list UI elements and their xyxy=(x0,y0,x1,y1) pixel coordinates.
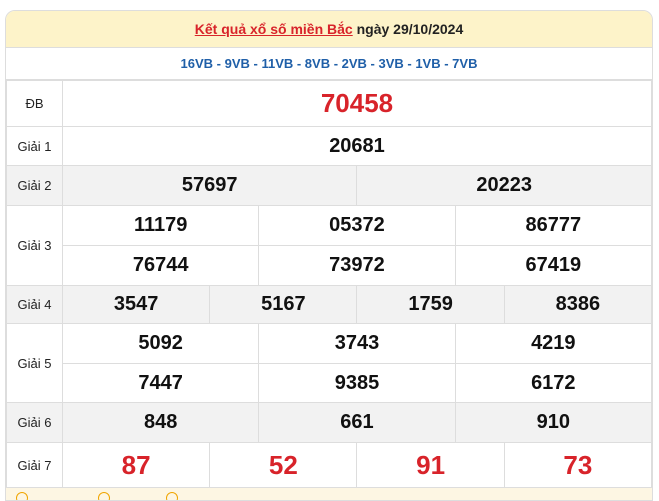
prize-number: 76744 xyxy=(61,245,260,286)
results-table: ĐB 70458 Giải 1 20681 Giải 2 57697 20223… xyxy=(6,80,652,488)
results-title-link[interactable]: Kết quả xổ số miền Bắc xyxy=(194,21,353,37)
radio-option-icon[interactable] xyxy=(16,492,28,500)
radio-option-icon[interactable] xyxy=(166,492,178,500)
row-g3: Giải 3 11179 05372 86777 xyxy=(6,205,652,286)
prize-number: 11179 xyxy=(61,205,260,246)
prize-number: 87 xyxy=(61,442,211,488)
prize-number: 52 xyxy=(209,442,358,488)
row-g4: Giải 4 3547 5167 1759 8386 xyxy=(6,285,652,324)
prize-number: 4219 xyxy=(454,323,652,364)
row-g3b: 76744 73972 67419 xyxy=(7,245,652,286)
results-box: Kết quả xổ số miền Bắc ngày 29/10/2024 1… xyxy=(5,10,653,501)
prize-number: 67419 xyxy=(454,245,652,286)
row-g7: Giải 7 87 52 91 73 xyxy=(6,442,652,488)
prize-number: 7447 xyxy=(61,363,260,403)
prize-label: Giải 5 xyxy=(6,323,63,403)
row-g6: Giải 6 848 661 910 xyxy=(6,402,652,443)
prize-number: 6172 xyxy=(454,363,652,403)
prize-number: 5092 xyxy=(61,323,260,364)
row-db: ĐB 70458 xyxy=(6,80,652,127)
prize-number: 848 xyxy=(61,402,260,443)
prize-number: 73 xyxy=(503,442,652,488)
prize-label: Giải 4 xyxy=(6,285,63,324)
prize-number: 661 xyxy=(258,402,456,443)
prize-number: 3743 xyxy=(258,323,456,364)
special-prize-number: 70458 xyxy=(62,80,652,127)
prize-label: Giải 6 xyxy=(6,402,63,443)
prize-label: Giải 3 xyxy=(6,205,63,286)
display-options-bar xyxy=(6,488,652,500)
prize-number: 1759 xyxy=(356,285,505,324)
prize-label: ĐB xyxy=(6,80,63,127)
prize-number: 86777 xyxy=(454,205,652,246)
row-g2: Giải 2 57697 20223 xyxy=(6,165,652,206)
radio-option-icon[interactable] xyxy=(98,492,110,500)
row-g5: Giải 5 5092 3743 4219 xyxy=(6,323,652,403)
row-g1: Giải 1 20681 xyxy=(6,126,652,166)
prize-number: 8386 xyxy=(503,285,652,324)
prize-label: Giải 7 xyxy=(6,442,63,488)
prize-number: 910 xyxy=(454,402,652,443)
row-g5b: 7447 9385 6172 xyxy=(7,363,652,403)
prize-number: 57697 xyxy=(61,165,358,206)
results-date: ngày 29/10/2024 xyxy=(352,21,464,37)
prize-number: 73972 xyxy=(258,245,456,286)
prize-number: 3547 xyxy=(61,285,211,324)
prize-number: 20223 xyxy=(356,165,652,206)
results-header: Kết quả xổ số miền Bắc ngày 29/10/2024 xyxy=(6,11,652,48)
prize-number: 20681 xyxy=(62,126,652,166)
draw-codes: 16VB - 9VB - 11VB - 8VB - 2VB - 3VB - 1V… xyxy=(6,48,652,80)
prize-number: 5167 xyxy=(209,285,358,324)
prize-label: Giải 1 xyxy=(6,126,63,166)
prize-label: Giải 2 xyxy=(6,165,63,206)
prize-number: 9385 xyxy=(258,363,456,403)
prize-number: 91 xyxy=(356,442,505,488)
prize-number: 05372 xyxy=(258,205,456,246)
